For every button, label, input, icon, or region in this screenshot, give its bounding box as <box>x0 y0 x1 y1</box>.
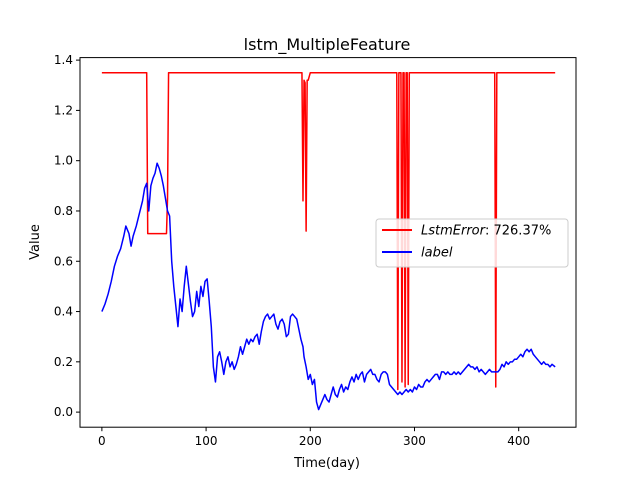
x-tick-label: 300 <box>403 434 426 448</box>
chart-title: lstm_MultipleFeature <box>244 35 411 55</box>
y-tick-label: 0.4 <box>54 305 73 319</box>
y-tick-label: 1.4 <box>54 53 73 67</box>
y-tick-label: 0.6 <box>54 254 73 268</box>
x-axis-label: Time(day) <box>293 456 360 471</box>
y-tick-label: 0.0 <box>54 405 73 419</box>
x-tick-label: 100 <box>195 434 218 448</box>
y-tick-label: 0.2 <box>54 355 73 369</box>
y-tick-label: 1.0 <box>54 154 73 168</box>
x-axis: 0 100 200 300 400 <box>98 427 530 448</box>
legend-entry-0: LstmError: 726.37% <box>421 224 551 239</box>
legend-entry-1: label <box>421 246 453 261</box>
legend: LstmError: 726.37% label <box>375 218 569 268</box>
plot-frame <box>79 57 577 428</box>
y-axis-label: Value <box>28 224 43 260</box>
y-tick-label: 1.2 <box>54 103 73 117</box>
series-line-1 <box>101 162 556 411</box>
y-axis: 0.0 0.2 0.4 0.6 0.8 1.0 1.2 1.4 <box>54 53 80 419</box>
x-tick-label: 0 <box>98 434 106 448</box>
x-tick-label: 200 <box>299 434 322 448</box>
x-tick-label: 400 <box>507 434 530 448</box>
legend-box <box>375 218 569 268</box>
y-tick-label: 0.8 <box>54 204 73 218</box>
